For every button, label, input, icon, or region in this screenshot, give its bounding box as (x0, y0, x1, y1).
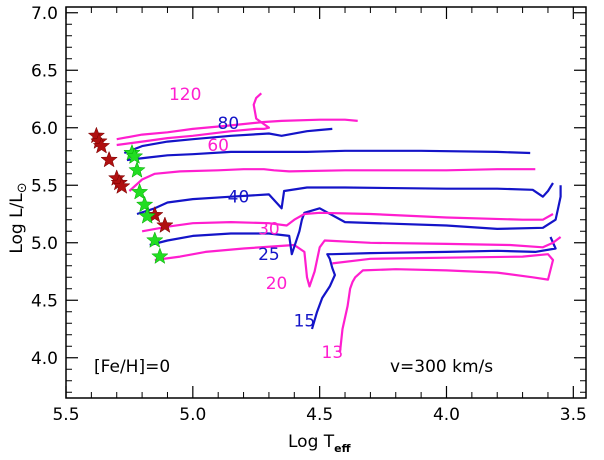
y-axis-label-main: Log L/L (7, 193, 27, 254)
track-mass-label-13: 13 (322, 343, 344, 363)
plot-frame (65, 6, 587, 399)
evolutionary-track-20 (154, 236, 562, 288)
evolutionary-track-120 (116, 118, 358, 141)
green-star-marker (146, 231, 164, 248)
evolutionary-track-15 (310, 236, 557, 330)
x-tick-label: 5.5 (52, 405, 79, 425)
track-mass-label-40: 40 (228, 188, 250, 208)
track-mass-label-30: 30 (258, 220, 280, 240)
track-mass-label-120: 120 (169, 85, 201, 105)
track-mass-label-20: 20 (266, 274, 288, 294)
green-star-marker (135, 195, 154, 213)
track-mass-label-60: 60 (207, 136, 229, 156)
x-tick-label: 5.0 (179, 405, 206, 425)
y-tick-label: 6.0 (31, 119, 58, 139)
evolutionary-track-9 (116, 92, 270, 147)
evolutionary-track-60 (128, 168, 536, 192)
red-star-marker (100, 150, 118, 168)
y-tick-label: 7.0 (31, 4, 58, 24)
x-axis-label-subscript: eff (334, 442, 350, 455)
y-axis-label: Log L/L⊙ (7, 182, 30, 253)
velocity-annotation: v=300 km/s (390, 357, 493, 377)
y-tick-label: 4.5 (31, 291, 58, 311)
evolutionary-track-30 (141, 211, 554, 233)
x-axis-label-main: Log T (288, 432, 335, 452)
evolutionary-track-13 (332, 253, 555, 353)
x-tick-label: 4.5 (306, 405, 333, 425)
x-tick-label: 4.0 (433, 405, 460, 425)
red-star-marker (156, 216, 174, 233)
green-star-marker (138, 207, 156, 224)
evolutionary-track-80 (123, 127, 333, 155)
x-axis-label: Log Teff (288, 432, 351, 455)
green-star-marker (125, 147, 144, 164)
red-star-marker (113, 177, 131, 194)
evolutionary-track-10 (126, 149, 531, 162)
y-tick-label: 6.5 (31, 61, 58, 81)
y-tick-label: 5.5 (31, 176, 58, 196)
y-axis-label-sun-symbol: ⊙ (15, 182, 30, 193)
evolutionary-track-25 (149, 185, 562, 256)
green-star-marker (130, 182, 149, 200)
metallicity-annotation: [Fe/H]=0 (94, 357, 170, 377)
red-star-marker (92, 136, 111, 154)
track-mass-label-25: 25 (258, 245, 280, 265)
green-star-marker (128, 161, 146, 178)
evolutionary-track-40 (136, 182, 554, 216)
track-mass-label-15: 15 (294, 312, 316, 332)
y-tick-label: 5.0 (31, 234, 58, 254)
track-mass-label-80: 80 (218, 114, 240, 134)
y-tick-label: 4.0 (31, 349, 58, 369)
green-star-marker (151, 247, 169, 264)
x-tick-label: 3.5 (560, 405, 587, 425)
